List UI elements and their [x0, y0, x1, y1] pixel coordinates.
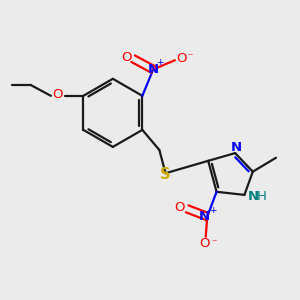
Text: O: O [174, 201, 185, 214]
Text: O: O [52, 88, 62, 101]
Text: H: H [256, 190, 266, 203]
Text: O: O [199, 237, 209, 250]
Text: O: O [121, 51, 131, 64]
Text: N: N [199, 210, 210, 223]
Text: ⁻: ⁻ [212, 238, 217, 248]
Text: N: N [231, 141, 242, 154]
Text: N: N [248, 190, 259, 203]
Text: +: + [156, 58, 164, 67]
Text: O: O [176, 52, 187, 65]
Text: N: N [148, 63, 159, 76]
Text: +: + [209, 206, 217, 215]
Text: S: S [160, 167, 171, 182]
Text: ⁻: ⁻ [188, 52, 193, 62]
